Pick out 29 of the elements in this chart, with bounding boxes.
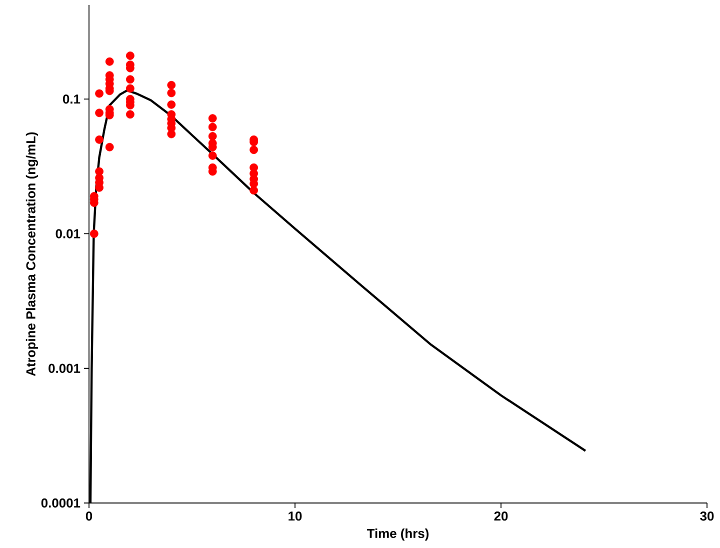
point	[95, 108, 104, 118]
x-axis-title: Time (hrs)	[366, 528, 429, 541]
point	[126, 75, 134, 84]
y-tick-label: 0.1	[62, 94, 80, 104]
point	[250, 146, 258, 154]
point	[208, 114, 217, 123]
x-tick-label: 10	[288, 512, 302, 521]
point	[208, 132, 217, 140]
point	[95, 135, 104, 144]
point	[105, 57, 114, 66]
point	[126, 52, 134, 60]
point	[167, 80, 176, 90]
x-tick-label: 0	[86, 512, 92, 521]
y-axis-title: Atropine Plasma Concentration (ng/mL)	[26, 132, 38, 376]
y-tick-label: 0.001	[48, 364, 80, 373]
point	[105, 142, 114, 152]
point	[208, 122, 217, 132]
point	[90, 230, 98, 238]
point	[167, 100, 176, 109]
point	[95, 89, 104, 98]
y-tick-label: 0.0001	[41, 498, 80, 508]
x-tick-label: 30	[700, 512, 714, 521]
y-tick-label: 0.01	[56, 229, 80, 238]
point	[126, 84, 134, 93]
point	[208, 151, 217, 160]
x-tick-label: 20	[494, 512, 508, 521]
point	[250, 186, 258, 195]
point	[126, 110, 134, 119]
point	[167, 88, 176, 98]
